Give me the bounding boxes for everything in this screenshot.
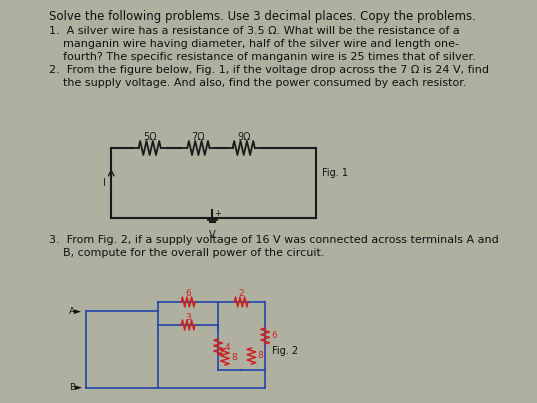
Text: 7Ω: 7Ω: [192, 132, 205, 142]
Text: 6: 6: [185, 289, 191, 299]
Text: +: +: [214, 208, 221, 218]
Text: the supply voltage. And also, find the power consumed by each resistor.: the supply voltage. And also, find the p…: [49, 78, 466, 88]
Text: fourth? The specific resistance of manganin wire is 25 times that of silver.: fourth? The specific resistance of manga…: [49, 52, 475, 62]
Text: A►: A►: [69, 307, 82, 316]
Text: 1.  A silver wire has a resistance of 3.5 Ω. What will be the resistance of a: 1. A silver wire has a resistance of 3.5…: [49, 26, 460, 36]
Text: 2.  From the figure below, Fig. 1, if the voltage drop across the 7 Ω is 24 V, f: 2. From the figure below, Fig. 1, if the…: [49, 65, 489, 75]
Text: V: V: [209, 230, 215, 240]
Text: Solve the following problems. Use 3 decimal places. Copy the problems.: Solve the following problems. Use 3 deci…: [49, 10, 476, 23]
Text: 4: 4: [224, 343, 230, 351]
Text: 8: 8: [231, 353, 237, 361]
Text: 8: 8: [257, 351, 263, 361]
Text: B, compute for the overall power of the circuit.: B, compute for the overall power of the …: [49, 248, 324, 258]
Text: B►: B►: [69, 384, 82, 393]
Text: 3.  From Fig. 2, if a supply voltage of 16 V was connected across terminals A an: 3. From Fig. 2, if a supply voltage of 1…: [49, 235, 498, 245]
Text: 3: 3: [185, 312, 191, 322]
Text: manganin wire having diameter, half of the silver wire and length one-: manganin wire having diameter, half of t…: [49, 39, 459, 49]
Text: 6: 6: [271, 332, 277, 341]
Text: 2: 2: [238, 289, 244, 299]
Text: I: I: [103, 178, 106, 188]
Text: 9Ω: 9Ω: [237, 132, 250, 142]
Text: Fig. 2: Fig. 2: [272, 346, 298, 356]
Text: 5Ω: 5Ω: [143, 132, 156, 142]
Text: Fig. 1: Fig. 1: [322, 168, 347, 178]
